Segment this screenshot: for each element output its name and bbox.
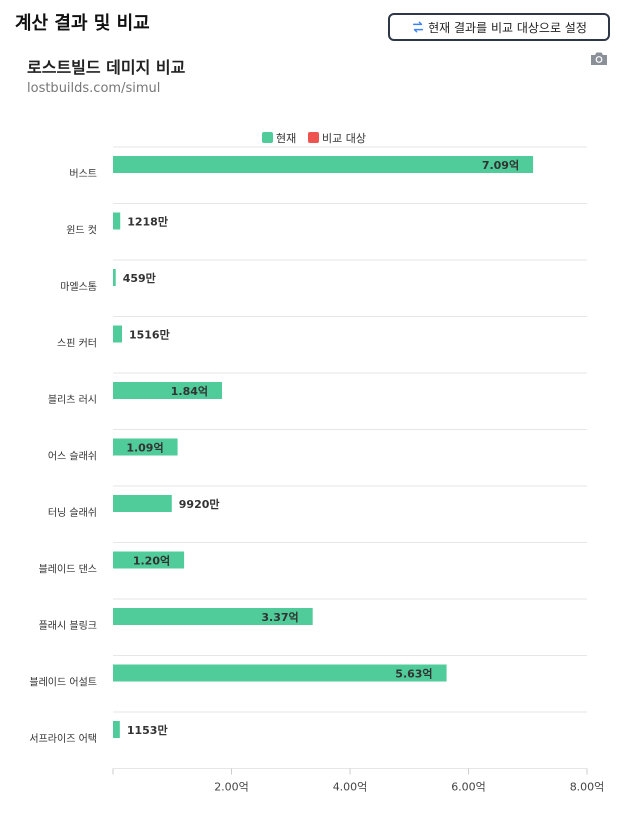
category-label: 스핀 커터 (57, 338, 97, 350)
category-label: 블레이드 어설트 (29, 677, 97, 689)
category-label: 어스 슬래쉬 (48, 451, 97, 463)
bar (113, 438, 178, 456)
category-label: 블리츠 러시 (48, 394, 97, 406)
bar (113, 212, 121, 230)
legend-label: 현재 (276, 132, 296, 145)
bar (113, 325, 122, 343)
category-label: 플래시 블링크 (39, 620, 97, 632)
bar (113, 664, 447, 682)
bar (113, 269, 116, 286)
chart-title: 로스트빌드 데미지 비교 (27, 58, 186, 77)
category-label: 마엘스톰 (60, 280, 97, 293)
category-label: 터닝 슬래쉬 (48, 507, 97, 519)
bar-value-label: 1.20억 (133, 555, 170, 568)
swap-arrows-icon (413, 21, 424, 33)
category-label: 블레이드 댄스 (39, 564, 97, 576)
bar (113, 156, 534, 173)
x-tick-label: 8.00억 (570, 781, 605, 794)
category-label: 윈드 컷 (66, 225, 97, 237)
page-title: 계산 결과 및 비교 (15, 13, 150, 34)
legend-label: 비교 대상 (322, 132, 366, 145)
camera-icon[interactable] (590, 51, 608, 66)
bar (113, 495, 172, 512)
bar-value-label: 1.09억 (126, 442, 163, 455)
x-tick-label: 6.00억 (451, 781, 486, 794)
set-compare-button[interactable]: 현재 결과를 비교 대상으로 설정 (388, 13, 610, 41)
bar (113, 721, 120, 738)
bar-value-label: 1.84억 (171, 385, 208, 398)
legend-swatch (262, 132, 273, 143)
category-label: 버스트 (69, 168, 97, 180)
bar-value-label: 1516만 (129, 328, 170, 342)
x-tick-label: 2.00억 (214, 781, 249, 794)
bar (113, 551, 185, 569)
chart-subtitle: lostbuilds.com/simul (27, 81, 161, 96)
bar-value-label: 1153만 (127, 723, 168, 737)
bar (113, 608, 313, 625)
bar-value-label: 7.09억 (482, 159, 519, 172)
results-header: 계산 결과 및 비교 현재 결과를 비교 대상으로 설정 (0, 0, 628, 48)
bar-value-label: 3.37억 (261, 611, 298, 624)
bar-value-label: 1218만 (127, 215, 168, 229)
bar-value-label: 9920만 (179, 497, 220, 511)
set-compare-button-label: 현재 결과를 비교 대상으로 설정 (428, 20, 587, 35)
category-label: 서프라이즈 어택 (29, 733, 97, 745)
x-tick-label: 4.00억 (333, 781, 368, 794)
bar (113, 382, 223, 399)
bar-value-label: 459만 (123, 271, 156, 285)
legend-swatch (308, 132, 319, 143)
bar-value-label: 5.63억 (395, 668, 432, 681)
